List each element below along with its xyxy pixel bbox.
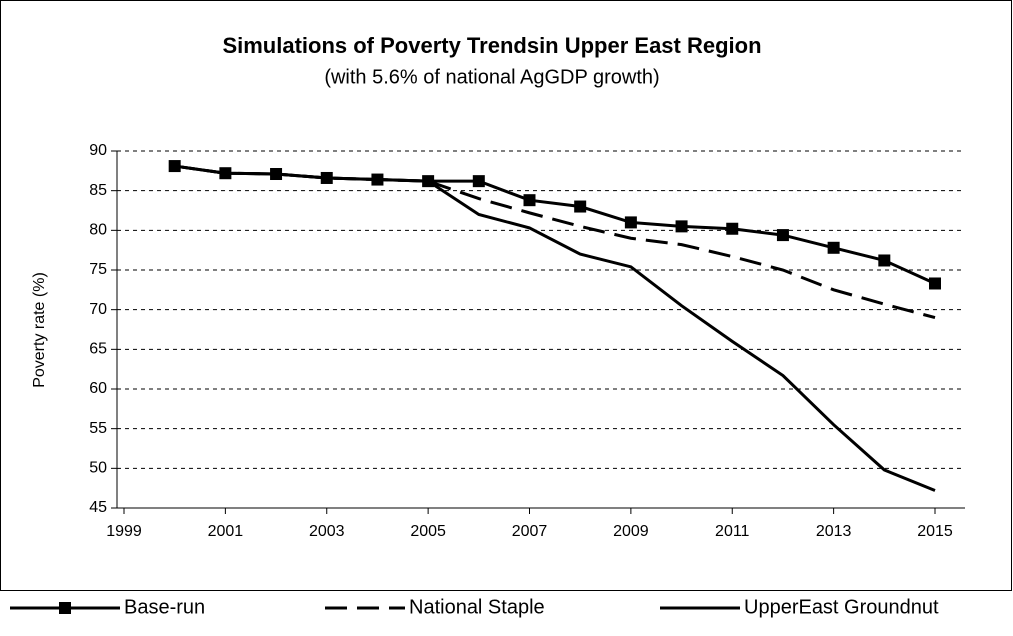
y-tick-label: 75 [89,261,107,278]
x-tick-label: 2013 [816,523,852,540]
y-tick-label: 60 [89,380,107,397]
point-marker [827,241,840,254]
x-tick-label: 2003 [309,523,345,540]
x-tick-label: 2009 [613,523,649,540]
legend-marker [59,602,71,614]
series-line [174,164,936,492]
point-marker [878,254,891,267]
y-tick-label: 50 [89,460,107,477]
y-tick-label: 85 [89,182,107,199]
legend-label: Base-run [124,596,205,618]
legend-label: National Staple [409,596,545,618]
point-marker [624,216,637,229]
point-marker [574,200,587,213]
point-marker [726,222,739,235]
chart-border [0,0,1012,591]
y-tick-label: 55 [89,420,107,437]
point-marker [675,220,688,233]
series-line [174,164,936,320]
chart-title: Simulations of Poverty Trendsin Upper Ea… [222,33,761,58]
point-marker [776,229,789,242]
y-tick-label: 65 [89,341,107,358]
y-tick-label: 45 [89,499,107,516]
x-tick-label: 2011 [715,523,750,540]
chart-subtitle: (with 5.6% of national AgGDP growth) [324,66,659,88]
x-tick-label: 2001 [208,523,244,540]
x-tick-label: 1999 [106,523,142,540]
legend-label: UpperEast Groundnut [744,596,939,618]
point-marker [523,194,536,207]
y-tick-label: 80 [89,222,107,239]
x-tick-label: 2005 [410,523,446,540]
point-marker [929,277,941,290]
y-tick-label: 90 [89,142,107,159]
y-tick-label: 70 [89,301,107,318]
point-marker [472,175,485,188]
x-tick-label: 2015 [917,523,953,540]
series-line [174,164,936,285]
x-tick-label: 2007 [512,523,548,540]
y-axis-label: Poverty rate (%) [31,272,48,388]
